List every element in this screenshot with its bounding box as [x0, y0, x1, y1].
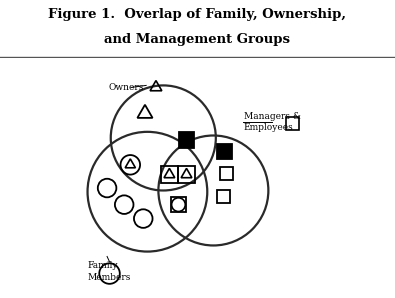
Bar	[178, 166, 195, 183]
Bar	[179, 132, 194, 148]
Text: Managers &
Employees: Managers & Employees	[244, 112, 301, 132]
Bar	[220, 167, 233, 181]
Text: Owners: Owners	[108, 83, 144, 92]
Text: Family
Members: Family Members	[88, 261, 131, 282]
Bar	[217, 190, 231, 203]
Text: and Management Groups: and Management Groups	[105, 33, 290, 46]
Bar	[286, 117, 299, 130]
Bar	[217, 144, 232, 159]
Text: Figure 1.  Overlap of Family, Ownership,: Figure 1. Overlap of Family, Ownership,	[49, 8, 346, 21]
Bar	[171, 197, 186, 212]
Bar	[161, 166, 178, 183]
